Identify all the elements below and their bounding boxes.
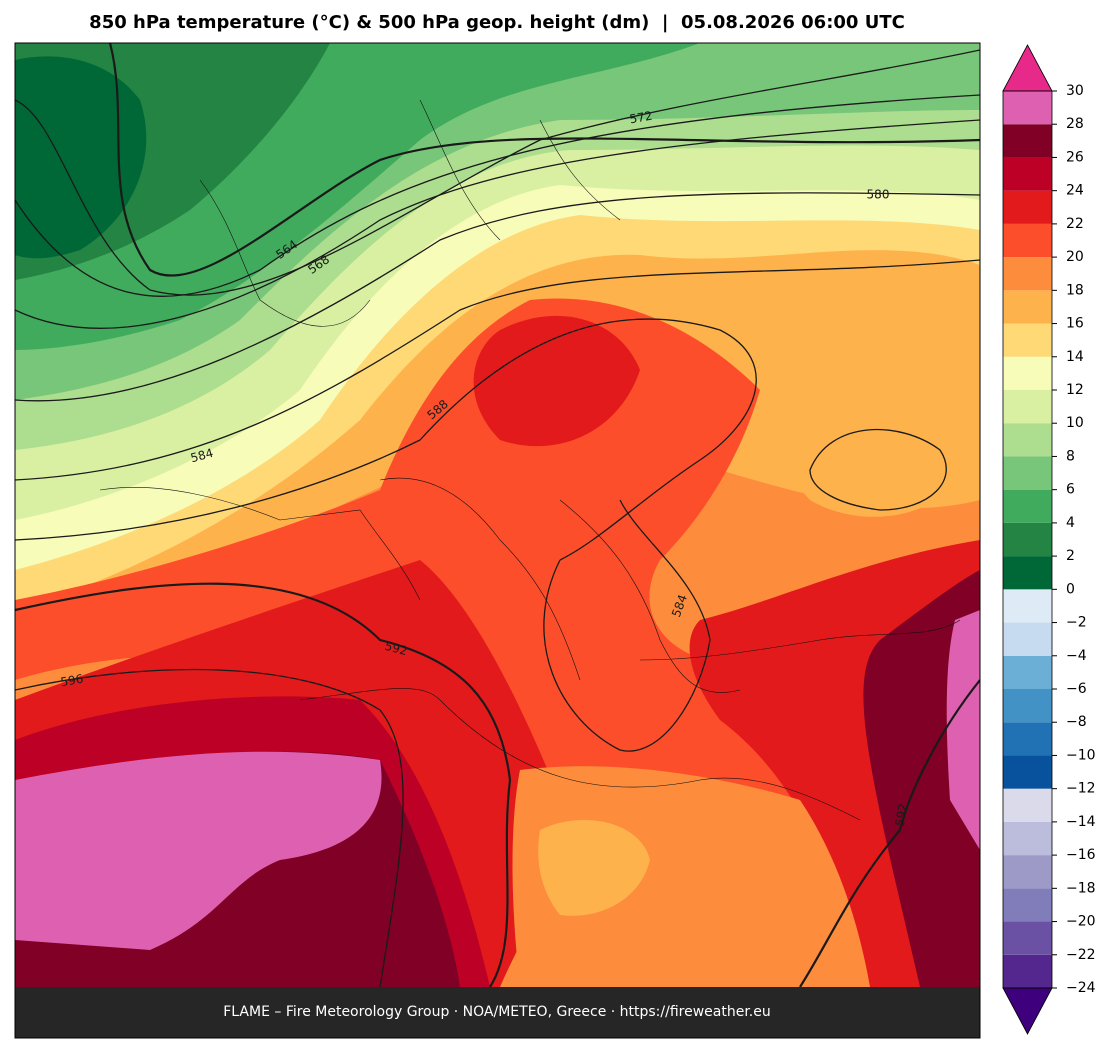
colorbar-bin (1003, 589, 1052, 623)
field (15, 56, 147, 259)
colorbar-bin (1003, 190, 1052, 224)
colorbar-tick-label: 24 (1066, 183, 1084, 199)
colorbar-frame (1002, 90, 1053, 989)
colorbar-tick-label: 26 (1066, 149, 1084, 165)
contour (15, 259, 980, 481)
colorbar-bin (1003, 556, 1052, 590)
contour (15, 94, 980, 297)
field (473, 315, 640, 447)
colorbar-bin (1003, 722, 1052, 756)
coastline (99, 99, 961, 821)
colorbar-tick-label: −10 (1066, 747, 1096, 763)
colorbar-bin (1003, 689, 1052, 723)
colorbar-tick-label: −24 (1066, 980, 1096, 996)
contour (15, 668, 404, 987)
colorbar-tick-label: −6 (1066, 681, 1087, 697)
colorbar-tick-label: −22 (1066, 947, 1096, 963)
field (786, 388, 960, 517)
colorbar-bin (1003, 655, 1052, 689)
colorbar-tick-label: 0 (1066, 581, 1075, 597)
colorbar-bin (1003, 290, 1052, 324)
colorbar-tick-label: 16 (1066, 316, 1084, 332)
colorbar-bin (1003, 921, 1052, 955)
colorbar-bin (1003, 423, 1052, 457)
colorbar-bin (1003, 356, 1052, 390)
footer-text: FLAME – Fire Meteorology Group · NOA/MET… (223, 1004, 771, 1020)
contour-label: 596 (59, 672, 84, 690)
map-title: 850 hPa temperature (°C) & 500 hPa geop.… (89, 12, 905, 33)
colorbar-bin (1003, 257, 1052, 291)
colorbar-bin (1003, 788, 1052, 822)
colorbar-tick-label: −4 (1066, 648, 1087, 664)
contour (15, 119, 980, 329)
contour-label: 580 (867, 188, 890, 202)
field (15, 751, 382, 950)
colorbar-tick-label: 22 (1066, 216, 1084, 232)
contour (108, 43, 980, 277)
contour (15, 49, 980, 296)
colorbar-tick-label: −2 (1066, 615, 1087, 631)
colorbar-extend-max (1002, 44, 1053, 92)
contour-label: 572 (628, 109, 653, 127)
colorbar-tick-label: 30 (1066, 83, 1084, 99)
colorbar-bin (1003, 522, 1052, 557)
field (946, 610, 980, 850)
colorbar-tick-label: −8 (1066, 714, 1087, 730)
colorbar-extend-min (1002, 987, 1053, 1035)
colorbar-bin (1003, 456, 1052, 490)
colorbar-bin (1003, 489, 1052, 523)
colorbar-bin (1003, 622, 1052, 656)
colorbar-bin (1003, 954, 1052, 988)
colorbar-bin (1003, 223, 1052, 258)
contour (15, 582, 512, 987)
contour-label: 584 (189, 446, 215, 465)
colorbar-tick-label: 12 (1066, 382, 1084, 398)
colorbar-bin (1003, 821, 1052, 856)
contour (15, 318, 757, 561)
colorbar-bin (1003, 323, 1052, 357)
contour-label: 592 (893, 802, 911, 827)
colorbar-bin (1003, 855, 1052, 889)
colorbar-bin (1003, 888, 1052, 922)
colorbar-tick-label: 14 (1066, 349, 1084, 365)
colorbar-tick-label: −18 (1066, 880, 1096, 896)
colorbar-tick-label: −12 (1066, 781, 1096, 797)
colorbar-tick-label: 20 (1066, 249, 1084, 265)
contour (543, 499, 711, 752)
field (512, 766, 870, 987)
colorbar-tick-label: −20 (1066, 914, 1096, 930)
colorbar-bin (1003, 390, 1052, 424)
contour-label: 592 (383, 639, 409, 658)
map-frame (14, 42, 981, 1039)
colorbar-bin (1003, 91, 1052, 125)
colorbar-bin (1003, 124, 1052, 158)
colorbar-tick-label: −16 (1066, 847, 1096, 863)
colorbar-tick-label: 18 (1066, 282, 1084, 298)
contour (809, 428, 947, 511)
colorbar-tick-label: 2 (1066, 548, 1075, 564)
field (538, 820, 650, 916)
contour (799, 679, 980, 987)
colorbar-tick-label: 28 (1066, 116, 1084, 132)
map (15, 43, 980, 987)
colorbar-tick-label: 4 (1066, 515, 1075, 531)
footer-bar (15, 987, 980, 1038)
colorbar-tick-label: −14 (1066, 814, 1096, 830)
colorbar-tick-label: 10 (1066, 415, 1084, 431)
contour (15, 192, 980, 402)
colorbar-bin (1003, 755, 1052, 789)
colorbar-tick-label: 6 (1066, 482, 1075, 498)
colorbar-bin (1003, 157, 1052, 191)
colorbar-tick-label: 8 (1066, 448, 1075, 464)
